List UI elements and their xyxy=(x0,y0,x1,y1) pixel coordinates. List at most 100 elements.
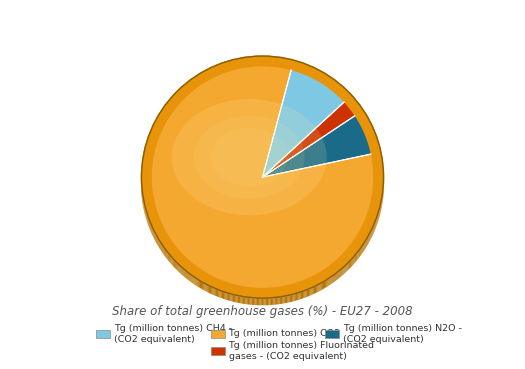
Polygon shape xyxy=(191,262,193,270)
Polygon shape xyxy=(194,264,196,272)
Polygon shape xyxy=(350,261,351,268)
Polygon shape xyxy=(254,299,256,305)
Polygon shape xyxy=(355,255,356,262)
Polygon shape xyxy=(357,253,358,261)
Polygon shape xyxy=(266,299,267,305)
Polygon shape xyxy=(353,257,354,264)
Polygon shape xyxy=(269,299,271,305)
Polygon shape xyxy=(348,262,349,270)
Ellipse shape xyxy=(172,99,327,215)
Polygon shape xyxy=(184,255,185,263)
Polygon shape xyxy=(212,276,214,283)
Polygon shape xyxy=(300,281,301,288)
Polygon shape xyxy=(284,297,285,303)
Polygon shape xyxy=(271,287,274,294)
Polygon shape xyxy=(193,277,194,284)
Polygon shape xyxy=(180,266,181,273)
Polygon shape xyxy=(193,263,194,271)
Polygon shape xyxy=(208,274,211,282)
Polygon shape xyxy=(282,297,284,304)
Polygon shape xyxy=(355,235,356,244)
Polygon shape xyxy=(232,283,234,290)
Polygon shape xyxy=(224,281,226,288)
Polygon shape xyxy=(319,284,320,292)
Polygon shape xyxy=(320,284,321,291)
Polygon shape xyxy=(310,276,312,284)
Polygon shape xyxy=(327,266,328,274)
Polygon shape xyxy=(190,261,191,269)
Polygon shape xyxy=(157,210,158,218)
Polygon shape xyxy=(296,294,297,301)
Polygon shape xyxy=(263,299,265,305)
Polygon shape xyxy=(230,294,232,301)
Polygon shape xyxy=(216,289,217,296)
Polygon shape xyxy=(179,250,180,258)
Polygon shape xyxy=(277,287,279,293)
Polygon shape xyxy=(334,260,335,268)
Polygon shape xyxy=(226,282,228,289)
Polygon shape xyxy=(300,293,301,300)
Polygon shape xyxy=(323,268,325,276)
Polygon shape xyxy=(259,299,260,305)
Polygon shape xyxy=(361,247,362,254)
Polygon shape xyxy=(205,284,206,292)
Polygon shape xyxy=(247,298,248,304)
Polygon shape xyxy=(360,229,361,237)
Polygon shape xyxy=(235,284,237,292)
Polygon shape xyxy=(279,286,281,293)
Polygon shape xyxy=(297,293,298,300)
Polygon shape xyxy=(176,247,178,255)
Polygon shape xyxy=(204,271,205,279)
Polygon shape xyxy=(173,242,174,251)
Polygon shape xyxy=(339,256,340,264)
Polygon shape xyxy=(173,260,174,267)
Polygon shape xyxy=(202,270,204,277)
Polygon shape xyxy=(369,235,370,242)
Polygon shape xyxy=(230,283,232,290)
Polygon shape xyxy=(214,288,215,296)
Polygon shape xyxy=(178,248,179,256)
Polygon shape xyxy=(234,295,235,302)
Polygon shape xyxy=(372,228,373,236)
Polygon shape xyxy=(223,280,224,288)
Polygon shape xyxy=(192,276,193,284)
Polygon shape xyxy=(196,279,197,286)
Polygon shape xyxy=(160,242,161,250)
Text: Tg (million tonnes) Fluorinated
gases - (CO2 equivalent): Tg (million tonnes) Fluorinated gases - … xyxy=(228,341,374,361)
Polygon shape xyxy=(341,269,342,277)
Polygon shape xyxy=(280,297,281,304)
Polygon shape xyxy=(258,288,260,294)
Polygon shape xyxy=(319,272,320,279)
Polygon shape xyxy=(360,249,361,256)
Polygon shape xyxy=(258,299,259,305)
Polygon shape xyxy=(359,230,360,239)
Polygon shape xyxy=(153,230,154,238)
Polygon shape xyxy=(197,266,199,275)
Polygon shape xyxy=(207,273,208,280)
Polygon shape xyxy=(249,298,250,305)
Polygon shape xyxy=(317,273,319,280)
Polygon shape xyxy=(243,297,244,304)
Polygon shape xyxy=(285,296,286,303)
Polygon shape xyxy=(343,267,344,274)
Polygon shape xyxy=(237,296,238,303)
Polygon shape xyxy=(302,292,303,299)
Polygon shape xyxy=(322,283,323,290)
Polygon shape xyxy=(171,239,172,247)
Polygon shape xyxy=(202,283,203,290)
Bar xyxy=(211,330,225,338)
Polygon shape xyxy=(185,257,187,265)
Polygon shape xyxy=(181,267,182,274)
Polygon shape xyxy=(177,264,179,272)
Polygon shape xyxy=(328,265,330,273)
Polygon shape xyxy=(303,279,305,287)
Polygon shape xyxy=(166,231,167,239)
Polygon shape xyxy=(283,286,285,293)
Polygon shape xyxy=(315,286,316,293)
Polygon shape xyxy=(370,232,371,240)
Bar xyxy=(325,330,339,338)
Polygon shape xyxy=(163,247,164,254)
Polygon shape xyxy=(327,279,328,287)
Polygon shape xyxy=(201,282,202,289)
Polygon shape xyxy=(172,241,173,249)
